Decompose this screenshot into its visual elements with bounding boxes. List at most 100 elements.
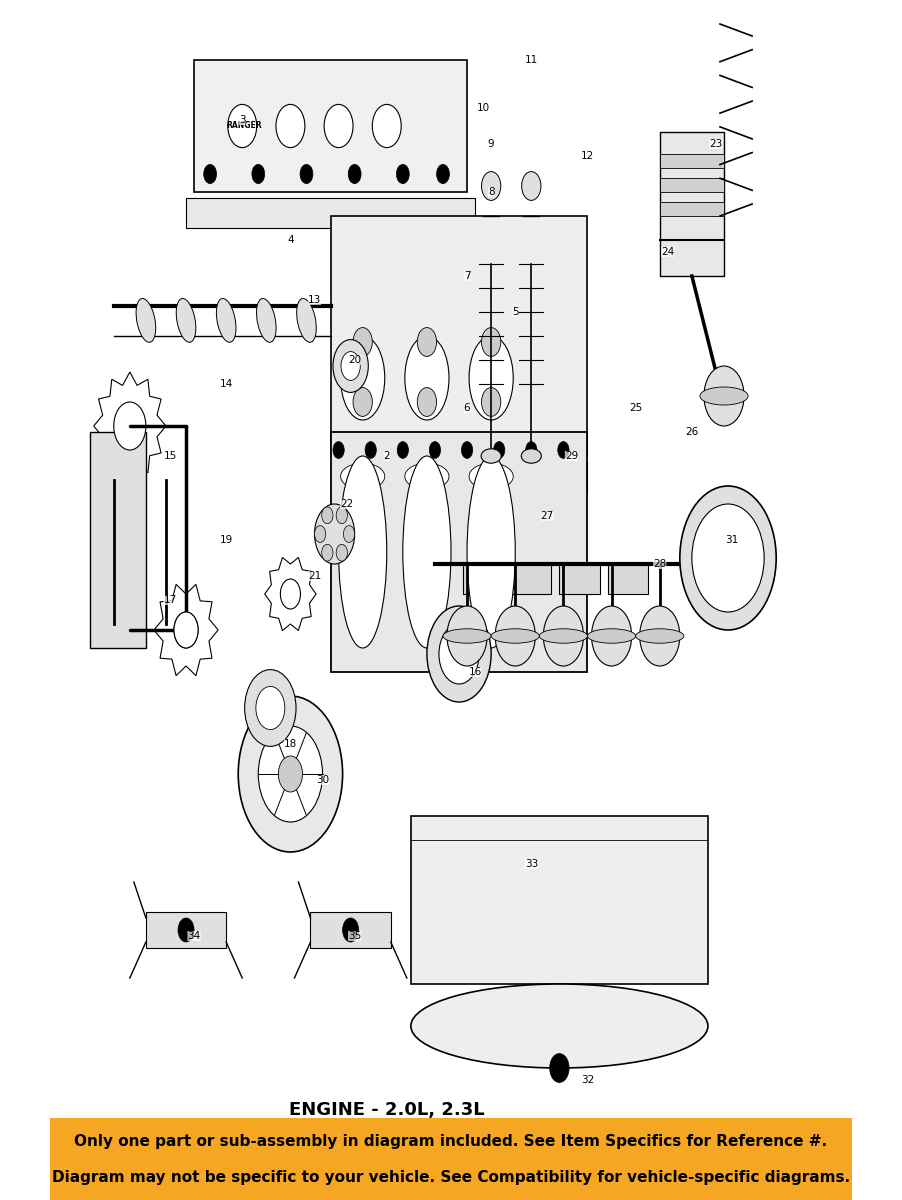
Text: 16: 16 <box>468 667 482 677</box>
Text: 30: 30 <box>316 775 329 785</box>
Circle shape <box>341 352 360 380</box>
Ellipse shape <box>256 299 276 342</box>
Ellipse shape <box>539 629 587 643</box>
Ellipse shape <box>469 463 513 490</box>
Circle shape <box>521 172 541 200</box>
Text: 25: 25 <box>629 403 642 413</box>
Ellipse shape <box>176 299 196 342</box>
Circle shape <box>343 918 359 942</box>
Bar <box>330 216 587 456</box>
Circle shape <box>315 504 354 564</box>
Circle shape <box>300 164 313 184</box>
Text: 14: 14 <box>219 379 233 389</box>
Ellipse shape <box>492 629 539 643</box>
Text: 9: 9 <box>488 139 494 149</box>
Ellipse shape <box>521 449 541 463</box>
Ellipse shape <box>403 456 451 648</box>
Text: 35: 35 <box>348 931 362 941</box>
Text: 10: 10 <box>476 103 490 113</box>
Text: 18: 18 <box>284 739 297 749</box>
Text: 19: 19 <box>219 535 233 545</box>
Bar <box>435 630 483 672</box>
Circle shape <box>315 526 326 542</box>
Circle shape <box>353 388 373 416</box>
FancyBboxPatch shape <box>50 1118 852 1200</box>
Circle shape <box>418 328 437 356</box>
Ellipse shape <box>636 629 684 643</box>
Ellipse shape <box>216 299 236 342</box>
Text: 22: 22 <box>340 499 354 509</box>
Circle shape <box>495 606 535 666</box>
Bar <box>559 564 600 594</box>
Text: 3: 3 <box>239 115 245 125</box>
Circle shape <box>557 442 569 458</box>
Circle shape <box>493 442 505 458</box>
Text: 21: 21 <box>308 571 321 581</box>
Circle shape <box>692 504 764 612</box>
Ellipse shape <box>341 336 385 420</box>
Text: 11: 11 <box>525 55 538 65</box>
Text: 12: 12 <box>581 151 594 161</box>
Circle shape <box>348 164 361 184</box>
Circle shape <box>640 606 680 666</box>
Circle shape <box>680 486 777 630</box>
Circle shape <box>276 104 305 148</box>
Text: 34: 34 <box>188 931 200 941</box>
Bar <box>659 178 724 192</box>
Bar <box>194 60 467 192</box>
Ellipse shape <box>700 386 748 406</box>
Text: 29: 29 <box>565 451 578 461</box>
Circle shape <box>258 726 323 822</box>
Ellipse shape <box>341 463 385 490</box>
Bar <box>310 912 391 948</box>
Text: 4: 4 <box>287 235 294 245</box>
Bar <box>186 198 475 228</box>
Circle shape <box>256 686 285 730</box>
Circle shape <box>429 442 440 458</box>
Text: 7: 7 <box>464 271 470 281</box>
Ellipse shape <box>338 456 387 648</box>
Circle shape <box>543 606 584 666</box>
Circle shape <box>526 442 537 458</box>
Text: Diagram may not be specific to your vehicle. See Compatibility for vehicle-speci: Diagram may not be specific to your vehi… <box>52 1170 850 1184</box>
Bar <box>89 432 146 648</box>
Text: 26: 26 <box>686 427 698 437</box>
Text: 20: 20 <box>348 355 361 365</box>
Circle shape <box>114 402 146 450</box>
Circle shape <box>397 442 409 458</box>
Circle shape <box>336 506 347 523</box>
Ellipse shape <box>405 463 449 490</box>
Circle shape <box>279 756 302 792</box>
Bar <box>330 432 587 672</box>
Text: 8: 8 <box>488 187 494 197</box>
Ellipse shape <box>481 449 502 463</box>
Ellipse shape <box>443 629 492 643</box>
Circle shape <box>353 328 373 356</box>
Circle shape <box>549 1054 569 1082</box>
Circle shape <box>418 388 437 416</box>
Circle shape <box>462 442 473 458</box>
Ellipse shape <box>297 299 317 342</box>
Text: 27: 27 <box>540 511 554 521</box>
Text: RANGER: RANGER <box>226 121 262 131</box>
Ellipse shape <box>410 984 708 1068</box>
Ellipse shape <box>467 456 515 648</box>
Circle shape <box>228 104 257 148</box>
Circle shape <box>252 164 264 184</box>
Text: 32: 32 <box>581 1075 594 1085</box>
Circle shape <box>482 388 501 416</box>
Ellipse shape <box>136 299 156 342</box>
Bar <box>659 154 724 168</box>
Circle shape <box>244 670 296 746</box>
Text: 33: 33 <box>525 859 538 869</box>
Circle shape <box>396 164 410 184</box>
Text: 5: 5 <box>512 307 519 317</box>
Circle shape <box>322 545 333 562</box>
Circle shape <box>447 606 487 666</box>
Text: 23: 23 <box>709 139 723 149</box>
Bar <box>511 564 551 594</box>
Circle shape <box>333 442 345 458</box>
Text: Only one part or sub-assembly in diagram included. See Item Specifics for Refere: Only one part or sub-assembly in diagram… <box>75 1134 827 1148</box>
Text: 2: 2 <box>383 451 390 461</box>
Bar <box>608 564 648 594</box>
